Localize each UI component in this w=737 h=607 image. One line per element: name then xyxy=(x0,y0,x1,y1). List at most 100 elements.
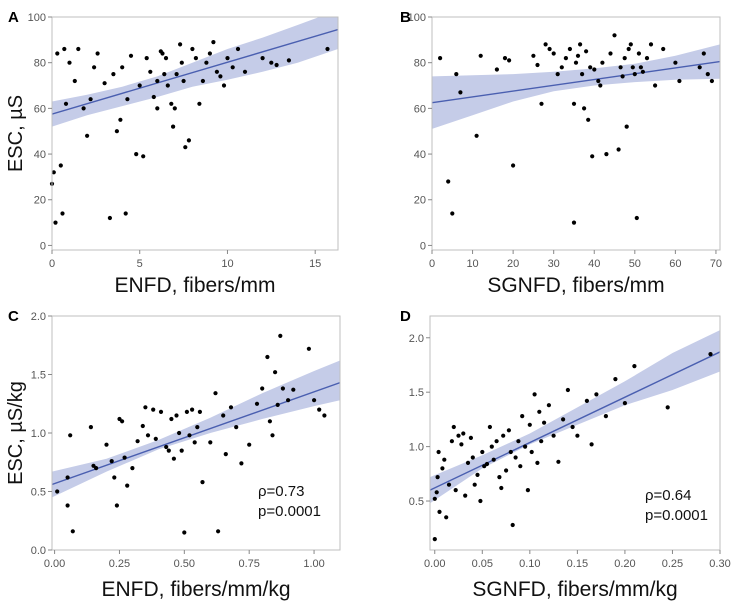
data-point xyxy=(169,101,174,106)
x-tick-label: 0.05 xyxy=(472,558,493,570)
data-point xyxy=(275,402,280,407)
confidence-band xyxy=(430,330,720,504)
data-point xyxy=(592,67,597,72)
x-tick-label: 20 xyxy=(507,258,519,270)
data-point xyxy=(160,51,165,56)
data-point xyxy=(582,106,587,111)
data-point xyxy=(286,398,291,403)
x-axis-label: ENFD, fibers/mm xyxy=(114,274,275,297)
y-tick-label: 0.5 xyxy=(31,487,46,499)
data-point xyxy=(109,459,114,464)
data-point xyxy=(325,46,330,52)
y-tick-label: 1.5 xyxy=(31,370,46,382)
data-point xyxy=(111,72,116,77)
data-point xyxy=(542,420,547,425)
data-point xyxy=(207,51,212,56)
data-point xyxy=(182,530,187,535)
data-point xyxy=(197,409,202,414)
panel-b: 0 20 40 60 80 100 0 10 20 30 40 50 60 70 B SGNFD, fiber… xyxy=(400,9,722,297)
data-point xyxy=(306,346,311,351)
data-point xyxy=(458,90,463,95)
data-point xyxy=(280,386,285,391)
panel-d: 0.5 1.0 1.5 2.0 0.00 0.05 0.10 0.15 0.20 0.25 0.30… xyxy=(400,308,731,601)
y-tick-label: 2.0 xyxy=(31,311,46,323)
data-point xyxy=(501,433,506,438)
data-point xyxy=(273,370,278,375)
data-point xyxy=(665,405,670,410)
stats-annotation: p=0.0001 xyxy=(258,503,321,520)
data-point xyxy=(494,67,499,72)
data-point xyxy=(187,433,192,438)
data-point xyxy=(67,60,72,65)
x-tick-label: 1.00 xyxy=(303,558,324,570)
y-tick-label: 60 xyxy=(414,103,426,115)
plot-frame xyxy=(429,315,721,551)
data-point xyxy=(701,51,706,56)
data-point xyxy=(673,60,678,65)
data-point xyxy=(571,101,577,106)
data-point xyxy=(453,488,458,493)
x-tick-label: 0.00 xyxy=(424,558,445,570)
data-point xyxy=(478,498,483,504)
data-point xyxy=(620,74,625,79)
x-tick-label: 0.15 xyxy=(567,558,588,570)
data-point xyxy=(171,124,176,129)
x-tick-label: 10 xyxy=(221,258,233,270)
data-point xyxy=(144,56,149,61)
data-point xyxy=(454,72,459,77)
data-point xyxy=(260,56,265,61)
x-tick-label: 10 xyxy=(466,258,478,270)
data-point xyxy=(531,53,536,58)
data-point xyxy=(596,78,601,84)
data-point xyxy=(432,537,437,542)
data-point xyxy=(228,405,234,410)
data-point xyxy=(523,444,528,449)
data-point xyxy=(559,65,564,70)
data-point xyxy=(590,154,595,159)
x-tick-label: 60 xyxy=(669,258,681,270)
data-point xyxy=(88,425,93,430)
plot-frame xyxy=(431,16,721,251)
regression-line xyxy=(52,28,338,115)
data-point xyxy=(480,449,485,455)
y-tick-label: 2.0 xyxy=(409,333,424,345)
data-point xyxy=(437,509,442,514)
data-point xyxy=(68,433,73,438)
data-point xyxy=(165,83,170,88)
data-point xyxy=(632,72,637,77)
data-point xyxy=(181,78,186,84)
data-point xyxy=(72,78,77,84)
data-point xyxy=(556,459,561,464)
data-point xyxy=(184,409,189,414)
data-point xyxy=(648,42,654,47)
data-point xyxy=(636,51,642,56)
x-tick-label: 0.25 xyxy=(109,558,130,570)
data-point xyxy=(208,440,213,445)
panel-letter: D xyxy=(400,308,411,325)
data-point xyxy=(140,423,145,429)
data-point xyxy=(274,62,279,68)
data-point xyxy=(118,117,123,122)
data-point xyxy=(114,129,119,134)
data-point xyxy=(174,72,179,77)
data-point xyxy=(570,424,575,430)
data-point xyxy=(186,138,191,143)
data-point xyxy=(114,503,119,508)
regression-line xyxy=(430,351,720,491)
data-point xyxy=(520,414,525,419)
data-point xyxy=(507,58,512,63)
data-point xyxy=(169,416,174,422)
confidence-band xyxy=(432,44,720,129)
data-point xyxy=(618,65,623,70)
data-point xyxy=(532,392,537,397)
data-point xyxy=(497,475,502,480)
data-point xyxy=(51,170,56,175)
data-point xyxy=(148,69,153,74)
data-point xyxy=(677,78,682,84)
data-point xyxy=(312,398,317,403)
data-point xyxy=(584,49,589,54)
data-point xyxy=(432,496,437,501)
data-point xyxy=(213,391,218,396)
data-point xyxy=(291,387,296,392)
